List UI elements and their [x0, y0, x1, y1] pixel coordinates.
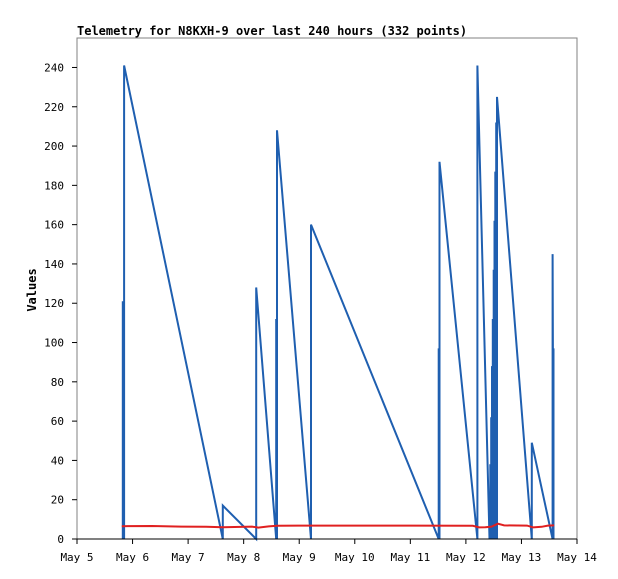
chart-title: Telemetry for N8KXH-9 over last 240 hour… [77, 24, 467, 38]
y-tick-label: 180 [44, 179, 64, 192]
y-tick-label: 0 [57, 533, 64, 546]
x-tick-label: May 8 [227, 551, 260, 564]
x-tick-label: May 11 [390, 551, 430, 564]
series-layer [121, 65, 555, 542]
series-line-2 [121, 522, 555, 529]
x-tick-label: May 7 [172, 551, 205, 564]
series-line-1 [121, 65, 555, 542]
y-tick-label: 60 [51, 415, 64, 428]
x-tick-label: May 5 [60, 551, 93, 564]
y-tick-label: 100 [44, 337, 64, 350]
y-tick-label: 120 [44, 297, 64, 310]
y-tick-label: 80 [51, 376, 64, 389]
x-tick-label: May 6 [116, 551, 149, 564]
x-tick-label: May 10 [335, 551, 375, 564]
x-tick-label: May 14 [557, 551, 597, 564]
y-tick-label: 240 [44, 61, 64, 74]
y-tick-label: 220 [44, 101, 64, 114]
x-tick-label: May 12 [446, 551, 486, 564]
y-tick-label: 140 [44, 258, 64, 271]
y-axis: 0 20 40 60 80 100 120 140 160 180 200 220 240 [44, 61, 77, 546]
y-tick-label: 20 [51, 494, 64, 507]
y-tick-label: 200 [44, 140, 64, 153]
y-tick-label: 160 [44, 219, 64, 232]
y-axis-label: Values [25, 268, 39, 311]
y-tick-label: 40 [51, 454, 64, 467]
x-tick-label: May 9 [283, 551, 316, 564]
x-tick-label: May 13 [502, 551, 542, 564]
x-axis: May 5 May 6 May 7 May 8 May 9 May 10 May 11 May… [60, 539, 597, 564]
plot-area [76, 37, 578, 540]
